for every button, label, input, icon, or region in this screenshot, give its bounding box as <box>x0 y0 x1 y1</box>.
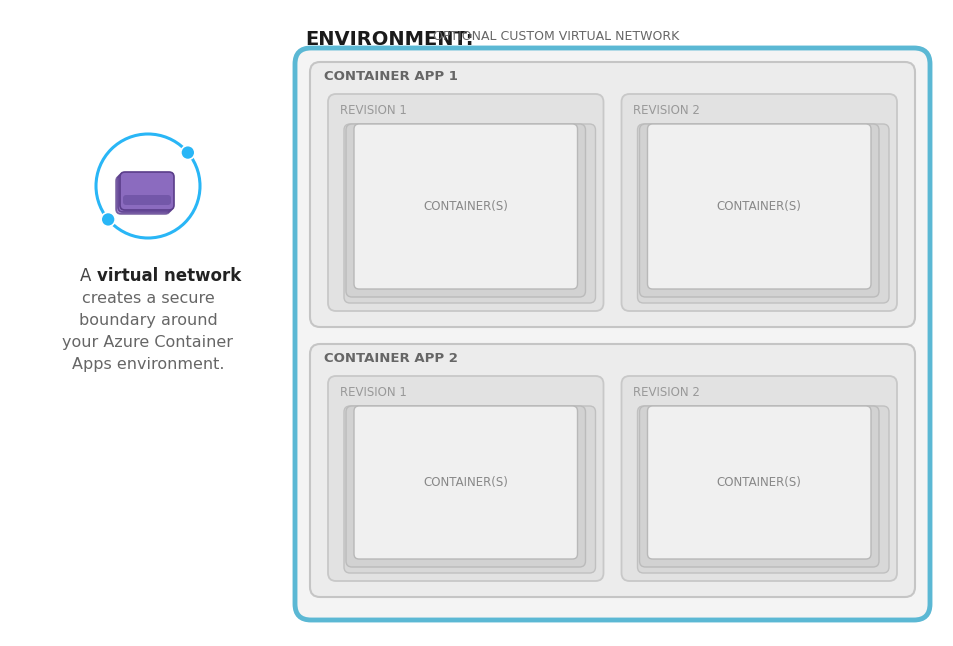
Text: REVISION 2: REVISION 2 <box>633 386 700 399</box>
FancyBboxPatch shape <box>294 48 929 620</box>
FancyBboxPatch shape <box>344 406 595 573</box>
FancyBboxPatch shape <box>620 376 896 581</box>
Text: CONTAINER APP 2: CONTAINER APP 2 <box>324 352 457 365</box>
FancyBboxPatch shape <box>620 94 896 311</box>
Text: ENVIRONMENT:: ENVIRONMENT: <box>305 30 473 49</box>
Text: REVISION 1: REVISION 1 <box>339 104 406 117</box>
Text: virtual network: virtual network <box>97 267 241 285</box>
Text: REVISION 2: REVISION 2 <box>633 104 700 117</box>
FancyBboxPatch shape <box>346 124 585 297</box>
FancyBboxPatch shape <box>637 406 888 573</box>
Text: CONTAINER APP 1: CONTAINER APP 1 <box>324 70 457 83</box>
FancyBboxPatch shape <box>328 94 603 311</box>
Text: OPTIONAL CUSTOM VIRTUAL NETWORK: OPTIONAL CUSTOM VIRTUAL NETWORK <box>424 30 679 43</box>
FancyBboxPatch shape <box>123 195 171 205</box>
FancyBboxPatch shape <box>118 174 172 212</box>
Text: Apps environment.: Apps environment. <box>71 357 224 371</box>
FancyBboxPatch shape <box>346 406 585 567</box>
Text: your Azure Container: your Azure Container <box>63 335 233 349</box>
FancyBboxPatch shape <box>647 124 870 289</box>
FancyBboxPatch shape <box>639 406 878 567</box>
Text: CONTAINER(S): CONTAINER(S) <box>716 476 801 489</box>
Text: CONTAINER(S): CONTAINER(S) <box>423 200 508 213</box>
Text: boundary around: boundary around <box>78 313 217 328</box>
FancyBboxPatch shape <box>354 406 577 559</box>
FancyBboxPatch shape <box>120 172 173 210</box>
FancyBboxPatch shape <box>344 124 595 303</box>
FancyBboxPatch shape <box>647 406 870 559</box>
Text: CONTAINER(S): CONTAINER(S) <box>423 476 508 489</box>
Text: REVISION 1: REVISION 1 <box>339 386 406 399</box>
FancyBboxPatch shape <box>637 124 888 303</box>
FancyBboxPatch shape <box>639 124 878 297</box>
FancyBboxPatch shape <box>354 124 577 289</box>
Circle shape <box>181 145 194 160</box>
Circle shape <box>101 213 115 227</box>
Text: creates a secure: creates a secure <box>82 291 214 306</box>
Text: A: A <box>80 267 96 285</box>
FancyBboxPatch shape <box>116 176 170 214</box>
Text: CONTAINER(S): CONTAINER(S) <box>716 200 801 213</box>
FancyBboxPatch shape <box>310 62 914 327</box>
FancyBboxPatch shape <box>328 376 603 581</box>
FancyBboxPatch shape <box>310 344 914 597</box>
